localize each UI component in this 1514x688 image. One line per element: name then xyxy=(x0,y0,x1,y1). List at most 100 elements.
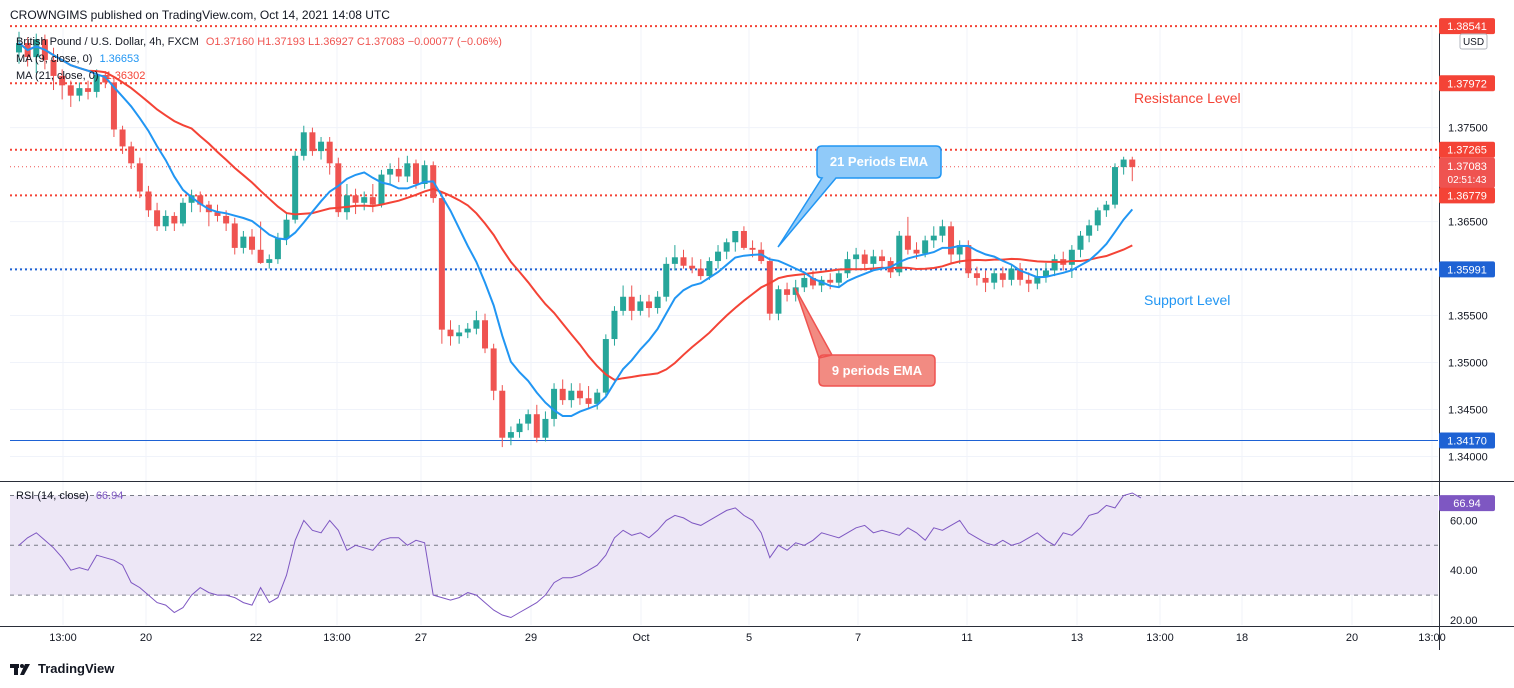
candle-body xyxy=(542,418,549,438)
countdown-label: 02:51:43 xyxy=(1448,175,1487,186)
price-tag: 1.35991 xyxy=(1439,261,1495,278)
candle-body xyxy=(965,245,972,274)
candle-body xyxy=(507,432,514,438)
candle-body xyxy=(620,296,627,311)
price-tag-label: 1.38541 xyxy=(1447,21,1487,33)
ma21-label: MA (21, close, 0) xyxy=(16,70,99,82)
candle-body xyxy=(214,212,221,216)
candle-body xyxy=(611,310,618,340)
candle-body xyxy=(335,163,342,213)
candle-body xyxy=(395,168,402,177)
currency-box[interactable]: USD xyxy=(1459,33,1488,50)
candle-body xyxy=(973,273,980,278)
x-tick-label: Oct xyxy=(632,632,649,644)
symbol-title: British Pound / U.S. Dollar, 4h, FXCM xyxy=(16,36,199,48)
candle-body xyxy=(447,329,454,337)
candle-body xyxy=(499,390,506,438)
candle-body xyxy=(956,245,963,255)
candle-body xyxy=(300,132,307,156)
price-tag: 1.38541 xyxy=(1439,18,1495,35)
candle-body xyxy=(456,332,463,337)
candle-body xyxy=(784,289,791,295)
rsi-value: 66.94 xyxy=(95,490,124,502)
ma21-line xyxy=(18,42,1133,381)
candle-body xyxy=(378,174,385,205)
candle-body xyxy=(861,254,868,264)
x-tick-label: 22 xyxy=(250,632,262,644)
candle-body xyxy=(85,88,92,92)
candle-body xyxy=(1042,270,1049,277)
candle-body xyxy=(257,249,264,263)
candle-body xyxy=(412,163,419,184)
y-tick-label: 1.35500 xyxy=(1448,311,1488,323)
candle-body xyxy=(16,43,22,53)
candle-body xyxy=(568,390,575,401)
candle-body xyxy=(723,242,730,252)
rsi-tag-label: 66.94 xyxy=(1453,498,1481,510)
candle-body xyxy=(706,261,713,277)
ema21-callout[interactable]: 21 Periods EMA xyxy=(777,145,942,248)
y-tick-label: 1.37500 xyxy=(1448,123,1488,135)
candle-body xyxy=(136,163,143,192)
candle-body xyxy=(249,236,256,250)
symbol-legend[interactable]: British Pound / U.S. Dollar, 4h, FXCM O1… xyxy=(16,36,502,48)
candle-body xyxy=(102,74,109,83)
candle-body xyxy=(33,39,40,58)
candle-body xyxy=(853,254,860,260)
price-levels xyxy=(10,25,1438,442)
candle-body xyxy=(939,226,946,236)
y-tick-label: 1.36500 xyxy=(1448,217,1488,229)
price-tag: 1.36779 xyxy=(1439,187,1495,204)
x-tick-label: 5 xyxy=(746,632,752,644)
x-tick-label: 18 xyxy=(1236,632,1248,644)
candle-body xyxy=(1086,225,1093,236)
candle-body xyxy=(1094,210,1101,226)
ma21-value: 1.36302 xyxy=(105,70,146,82)
candle-body xyxy=(318,141,325,152)
candle-body xyxy=(1025,279,1032,284)
candle-body xyxy=(274,238,281,260)
ma9-legend[interactable]: MA (9, close, 0) 1.36653 xyxy=(16,53,139,65)
last-price-label: 1.37083 xyxy=(1447,161,1487,173)
candle-body xyxy=(179,202,186,224)
ma9-line xyxy=(18,42,1134,417)
price-tags: 1.37972 1.37265 1.36779 1.35991 1.34170 1.385… xyxy=(1439,18,1495,512)
candle-body xyxy=(637,301,644,311)
rsi-line xyxy=(18,492,1142,619)
candle-body xyxy=(482,320,489,349)
ma21-legend[interactable]: MA (21, close, 0) 1.36302 xyxy=(16,70,145,82)
candle-body xyxy=(913,249,920,254)
price-tag: 1.37972 xyxy=(1439,75,1495,92)
candle-body xyxy=(559,388,566,401)
rsi-legend[interactable]: RSI (14, close) 66.94 xyxy=(16,490,123,502)
candle-body xyxy=(896,235,903,273)
candle-body xyxy=(421,165,428,184)
support-label: Support Level xyxy=(1144,292,1230,308)
candle-body xyxy=(352,195,359,203)
candle-body xyxy=(594,392,601,404)
ohlc-values: O1.37160 H1.37193 L1.36927 C1.37083 −0.0… xyxy=(205,36,502,48)
candle-body xyxy=(1077,235,1084,250)
candle-body xyxy=(1120,159,1127,168)
candle-body xyxy=(369,197,376,205)
price-tag-label: 1.37265 xyxy=(1447,145,1487,157)
candle-body xyxy=(162,215,169,227)
x-tick-label: 27 xyxy=(415,632,427,644)
candle-body xyxy=(551,388,558,419)
candle-body xyxy=(516,423,523,433)
candle-body xyxy=(490,348,497,391)
candle-body xyxy=(870,256,877,264)
candle-body xyxy=(715,251,722,262)
candle-body xyxy=(585,398,592,404)
candle-body xyxy=(991,273,998,283)
candle-body xyxy=(732,230,739,243)
tradingview-footer[interactable]: TradingView xyxy=(10,661,114,676)
ema9-callout[interactable]: 9 periods EMA xyxy=(794,287,936,387)
candle-body xyxy=(766,261,773,314)
candle-body xyxy=(525,414,532,424)
x-tick-label: 11 xyxy=(961,632,972,644)
ma9-label: MA (9, close, 0) xyxy=(16,53,93,65)
y-tick-label: 1.34500 xyxy=(1448,405,1488,417)
candle-body xyxy=(154,210,161,227)
